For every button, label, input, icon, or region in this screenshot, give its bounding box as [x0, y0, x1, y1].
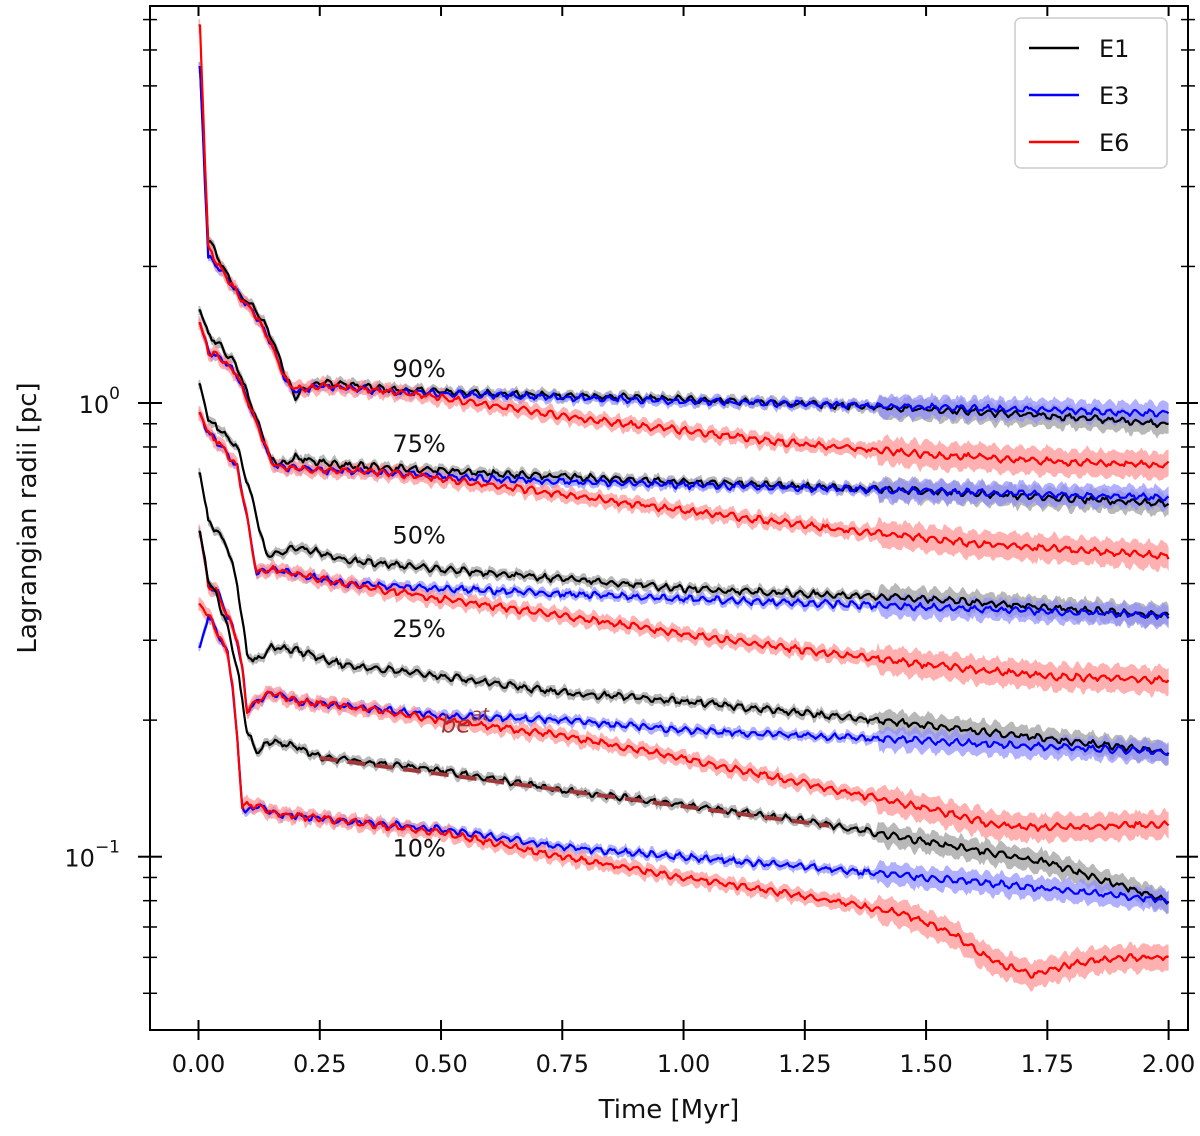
fraction-label-50pct: 50%	[393, 522, 446, 550]
fraction-label-25pct: 25%	[393, 615, 446, 643]
band-e6-75pct	[198, 316, 1169, 573]
x-tick-label: 1.75	[1021, 1050, 1074, 1078]
band-e6-50pct	[198, 405, 1169, 698]
y-tick-label: 10−1	[64, 838, 120, 873]
series-line-e6-50pct	[198, 412, 1170, 685]
fit-label-exponent: at	[471, 704, 490, 725]
legend-label-e3: E3	[1099, 82, 1129, 110]
series-line-e1-10pct	[198, 530, 1170, 905]
x-axis-label: Time [Myr]	[598, 1095, 740, 1125]
band-e6-10pct	[198, 597, 1169, 992]
y-tick-exponent: −1	[95, 838, 120, 858]
legend-label-e1: E1	[1099, 35, 1129, 63]
series-line-e1-90pct	[198, 66, 1169, 429]
series-line-e6-90pct	[198, 24, 1170, 469]
y-axis-label: Lagrangian radii [pc]	[13, 382, 43, 653]
fit-annotation: beat	[319, 704, 830, 828]
x-tick-label: 0.25	[293, 1050, 346, 1078]
fraction-label-75pct: 75%	[393, 430, 446, 458]
plot-frame	[149, 5, 1189, 1031]
fraction-label-10pct: 10%	[393, 835, 446, 863]
series-line-e1-50pct	[198, 383, 1170, 619]
band-e3-10pct	[198, 613, 1169, 914]
fraction-labels: 90% 75% 50% 25% 10%	[393, 355, 446, 863]
band-e1-25pct	[198, 467, 1169, 767]
series-line-e3-75pct	[198, 322, 1170, 502]
series-lines	[198, 24, 1170, 979]
x-axis: 0.00 0.25 0.50 0.75 1.00 1.25 1.50 1.75 2.00	[172, 6, 1195, 1078]
series-line-e3-25pct	[198, 530, 1170, 756]
x-tick-label: 1.50	[899, 1050, 952, 1078]
fit-label: beat	[441, 704, 490, 738]
x-tick-label: 0.75	[536, 1050, 589, 1078]
band-e3-25pct	[198, 526, 1169, 766]
fraction-label-90pct: 90%	[393, 355, 446, 383]
x-tick-label: 2.00	[1142, 1050, 1195, 1078]
series-line-e6-25pct	[198, 530, 1170, 832]
series-line-e1-25pct	[198, 472, 1169, 756]
x-tick-label: 1.00	[657, 1050, 710, 1078]
series-line-e6-10pct	[198, 603, 1169, 979]
y-tick-exponent: 0	[109, 384, 120, 404]
fit-line	[319, 756, 830, 828]
x-tick-label: 0.00	[172, 1050, 225, 1078]
series-line-e6-75pct	[198, 322, 1170, 560]
legend-box	[1014, 17, 1168, 169]
band-e1-75pct	[198, 306, 1169, 518]
series-line-e3-90pct	[198, 66, 1170, 418]
band-e1-10pct	[198, 526, 1169, 915]
legend-label-e6: E6	[1099, 129, 1129, 157]
x-tick-label: 1.25	[778, 1050, 831, 1078]
y-tick-label: 100	[79, 384, 120, 419]
legend: E1 E3 E6	[1014, 17, 1168, 169]
band-e3-75pct	[198, 317, 1169, 513]
x-tick-label: 0.50	[414, 1050, 467, 1078]
